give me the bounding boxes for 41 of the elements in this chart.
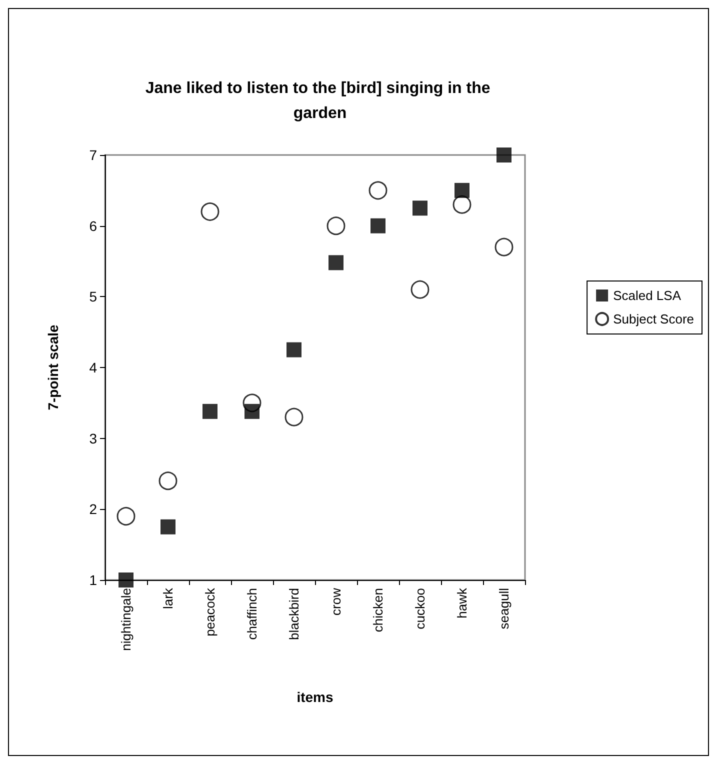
point [116,507,136,526]
y-axis-title: 7-point scale [45,324,61,410]
x-tick-label: nightingale [118,588,134,651]
point [368,181,388,200]
chart-title: Jane liked to listen to the [bird] singing in the garden [145,80,495,122]
y-tick-label: 1 [89,572,98,588]
point [158,472,178,490]
point [242,394,262,412]
point [496,148,512,162]
point [494,238,514,256]
point [118,572,134,588]
y-tick-label: 5 [89,288,98,305]
y-tick-label: 6 [89,218,98,234]
point [370,218,386,234]
point [284,408,304,426]
point [160,519,176,534]
y-tick-label: 2 [89,501,98,518]
point [452,195,472,214]
x-tick-label: chicken [370,588,386,632]
x-tick-label: seagull [496,588,512,630]
y-tick-label: 3 [89,430,98,446]
x-tick-label: crow [328,587,344,616]
x-tick-label: peacock [202,588,218,636]
x-tick-label: blackbird [286,588,302,640]
point [202,404,218,419]
point [454,182,470,198]
x-tick-label: cuckoo [412,588,428,630]
point [328,255,344,270]
point [412,200,428,216]
point [286,342,302,358]
legend-label: Subject Score [613,312,694,326]
point [200,202,220,221]
x-axis-title: items [296,689,334,705]
point [326,216,346,236]
x-tick-label: lark [160,588,176,609]
legend-label: Scaled LSA [613,288,682,303]
y-tick-label: 7 [89,147,98,163]
y-tick-label: 4 [89,360,98,376]
point [410,280,430,299]
x-tick-label: hawk [454,588,470,618]
x-tick-label: chaffinch [244,588,260,640]
